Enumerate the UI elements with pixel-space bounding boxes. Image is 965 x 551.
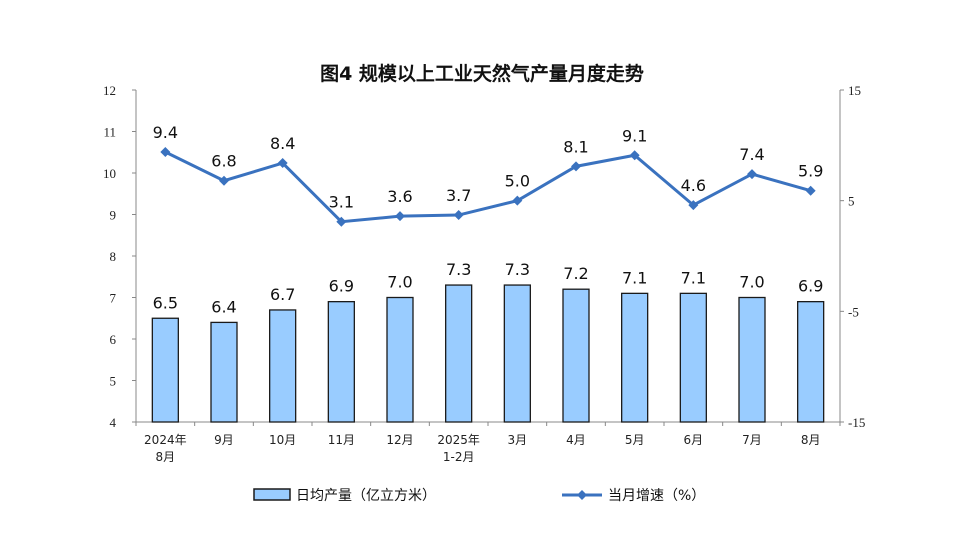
y-left-tick-label: 10 (103, 166, 116, 181)
bar (503, 284, 531, 423)
legend-bar-swatch (253, 488, 291, 501)
x-tick-label: 6月 (684, 433, 704, 447)
line-data-label: 3.6 (387, 187, 412, 206)
bar-data-label: 6.4 (211, 297, 236, 316)
line-point-marker (160, 146, 171, 157)
bar-data-label: 6.7 (270, 285, 295, 304)
bar (269, 309, 297, 423)
bar (210, 321, 238, 423)
line-data-label: 6.8 (211, 152, 236, 171)
line-data-label: 9.4 (153, 123, 178, 142)
line-data-label: 3.1 (329, 193, 354, 212)
y-left-tick-label: 8 (110, 249, 117, 264)
line-data-label: 3.7 (446, 186, 471, 205)
x-tick-label: 7月 (742, 433, 762, 447)
line-point-marker (805, 185, 816, 196)
bar (738, 296, 766, 423)
y-right-tick-label: -5 (848, 304, 859, 319)
x-tick-label: 3月 (508, 433, 528, 447)
x-tick-label: 5月 (625, 433, 645, 447)
line-point-marker (688, 200, 699, 211)
line-data-label: 8.4 (270, 134, 295, 153)
bar-data-label: 6.5 (153, 293, 178, 312)
line-point-marker (571, 161, 581, 172)
x-tick-label: 8月 (156, 450, 176, 464)
line-point-marker (747, 169, 757, 180)
y-left-tick-label: 12 (103, 83, 116, 98)
line-data-label: 9.1 (622, 126, 647, 145)
line-data-label: 7.4 (739, 145, 764, 164)
x-tick-label: 2024年 (144, 433, 187, 447)
bar-data-label: 7.3 (446, 260, 471, 279)
bar-data-label: 7.0 (387, 273, 412, 292)
bar (151, 317, 179, 423)
y-left-tick-label: 11 (103, 125, 116, 140)
line-data-label: 8.1 (563, 137, 588, 156)
bar (386, 296, 414, 423)
line-data-label: 5.0 (505, 172, 530, 191)
bar-data-label: 7.3 (505, 260, 530, 279)
y-left-tick-label: 6 (110, 332, 117, 347)
legend-line-label: 当月增速（%） (608, 488, 705, 504)
legend-line-marker (577, 490, 587, 500)
line-point-marker (336, 216, 347, 227)
line-point-marker (277, 158, 288, 169)
bar (445, 284, 473, 423)
line-series (164, 150, 812, 224)
bar-data-label: 6.9 (329, 277, 354, 296)
bar (327, 300, 355, 423)
line-point-marker (219, 175, 229, 186)
chart-title: 图4 规模以上工业天然气产量月度走势 (320, 62, 644, 85)
bar-data-label: 7.2 (563, 264, 588, 283)
bar (679, 292, 707, 423)
x-tick-label: 11月 (328, 433, 355, 447)
y-left-tick-label: 7 (110, 291, 117, 306)
x-tick-label: 4月 (566, 433, 586, 447)
y-right-tick-label: 15 (848, 83, 861, 98)
y-left-tick-label: 9 (110, 208, 117, 223)
line-point-marker (629, 150, 640, 161)
y-right-tick-label: 5 (848, 194, 855, 209)
line-point-marker (395, 211, 405, 222)
y-left-tick-label: 4 (110, 415, 117, 430)
x-tick-label: 2025年 (437, 433, 480, 447)
x-tick-label: 12月 (386, 433, 413, 447)
legend-bar-label: 日均产量（亿立方米） (296, 488, 436, 504)
bar (562, 288, 590, 423)
bar-data-label: 7.0 (739, 273, 764, 292)
line-point-marker (512, 195, 523, 206)
line-point-marker (453, 210, 464, 221)
x-tick-label: 10月 (269, 433, 296, 447)
bar-data-label: 6.9 (798, 277, 823, 296)
bar-data-label: 7.1 (622, 268, 647, 287)
y-right-tick-label: -15 (848, 415, 865, 430)
x-tick-label: 8月 (801, 433, 821, 447)
x-tick-label: 1-2月 (443, 450, 475, 464)
line-data-label: 4.6 (681, 176, 706, 195)
line-data-label: 5.9 (798, 162, 823, 181)
x-tick-label: 9月 (214, 433, 234, 447)
bar (621, 292, 649, 423)
bar-data-label: 7.1 (681, 268, 706, 287)
y-left-tick-label: 5 (110, 374, 117, 389)
bar (797, 300, 825, 423)
